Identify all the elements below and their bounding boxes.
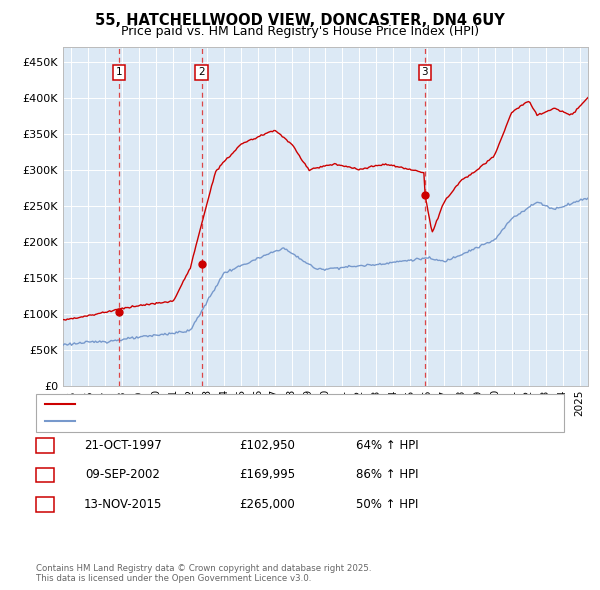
Text: 86% ↑ HPI: 86% ↑ HPI <box>356 468 418 481</box>
Text: 09-SEP-2002: 09-SEP-2002 <box>86 468 160 481</box>
Text: Contains HM Land Registry data © Crown copyright and database right 2025.
This d: Contains HM Land Registry data © Crown c… <box>36 563 371 583</box>
Text: 55, HATCHELLWOOD VIEW, DONCASTER, DN4 6UY: 55, HATCHELLWOOD VIEW, DONCASTER, DN4 6U… <box>95 13 505 28</box>
Text: 13-NOV-2015: 13-NOV-2015 <box>84 498 162 511</box>
Text: 3: 3 <box>422 67 428 77</box>
Text: 2: 2 <box>41 468 49 481</box>
Text: 64% ↑ HPI: 64% ↑ HPI <box>356 439 418 452</box>
Text: £265,000: £265,000 <box>239 498 295 511</box>
Text: £102,950: £102,950 <box>239 439 295 452</box>
Text: 21-OCT-1997: 21-OCT-1997 <box>84 439 162 452</box>
Text: £169,995: £169,995 <box>239 468 295 481</box>
Text: 2: 2 <box>199 67 205 77</box>
Text: Price paid vs. HM Land Registry's House Price Index (HPI): Price paid vs. HM Land Registry's House … <box>121 25 479 38</box>
Text: 50% ↑ HPI: 50% ↑ HPI <box>356 498 418 511</box>
Text: HPI: Average price, detached house, Doncaster: HPI: Average price, detached house, Donc… <box>80 416 326 426</box>
Text: 55, HATCHELLWOOD VIEW, DONCASTER, DN4 6UY (detached house): 55, HATCHELLWOOD VIEW, DONCASTER, DN4 6U… <box>80 399 436 409</box>
Text: 1: 1 <box>41 439 49 452</box>
Text: 1: 1 <box>116 67 122 77</box>
Text: 3: 3 <box>41 498 49 511</box>
